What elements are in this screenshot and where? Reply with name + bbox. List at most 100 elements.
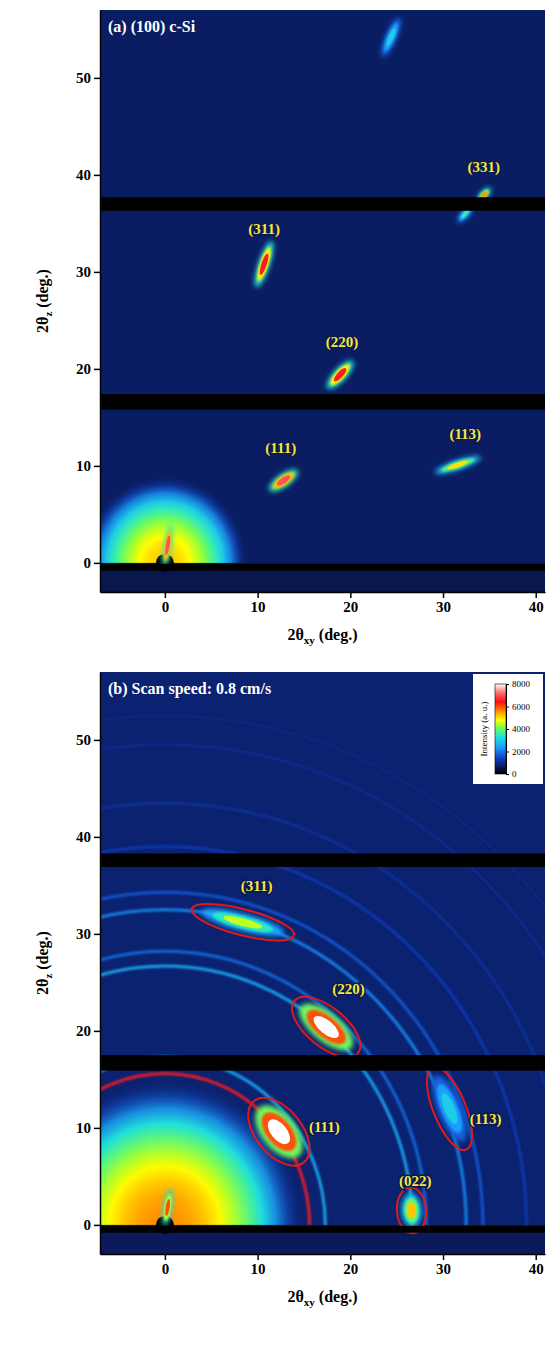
detector-gap	[100, 394, 545, 410]
peak-spot	[446, 459, 469, 471]
tick-mark	[443, 1254, 445, 1260]
tick-label: 20	[343, 599, 358, 615]
tick-label: 30	[76, 264, 91, 280]
peak-label: (220)	[332, 981, 365, 998]
colorbar-tick-label: 0	[512, 769, 517, 779]
panel: (311)(220)(111)(113)(022)(b) Scan speed:…	[0, 672, 558, 1358]
tick: 0	[162, 1254, 170, 1277]
peak-label: (113)	[470, 1111, 502, 1128]
ring	[100, 1057, 325, 1254]
tick-mark	[257, 592, 259, 598]
tick-mark	[443, 592, 445, 598]
tick-label: 20	[76, 361, 91, 377]
tick: 20	[343, 592, 358, 615]
tick-mark	[165, 592, 167, 598]
colorbar-tick: 8000	[506, 679, 531, 689]
peak-spot	[403, 1197, 419, 1223]
tick-mark	[94, 740, 100, 742]
peak-spot	[211, 908, 275, 936]
tick: 40	[529, 592, 544, 615]
tick-label: 30	[436, 1261, 451, 1277]
tick-label: 50	[76, 732, 91, 748]
tick: 40	[76, 829, 100, 845]
ring	[100, 892, 483, 1254]
peak-spot	[440, 456, 476, 474]
x-axis: 010203040	[101, 1254, 546, 1277]
peak-spot	[301, 1004, 351, 1051]
tick: 30	[436, 592, 451, 615]
tick: 10	[76, 1120, 100, 1136]
peak-spot	[266, 465, 301, 495]
peak-label: (111)	[265, 440, 296, 457]
colorbar-tick-label: 8000	[512, 679, 531, 689]
peak	[377, 15, 404, 59]
peak-labels: (311)(220)(111)(113)(022)	[241, 878, 502, 1190]
colorbar-tick: 4000	[506, 724, 531, 734]
tick-mark	[94, 563, 100, 565]
tick-label: 10	[76, 458, 91, 474]
tick: 50	[76, 70, 100, 86]
peak-spot	[432, 1081, 467, 1136]
colorbar: 02000400060008000Intensity (a. u.)	[473, 674, 543, 784]
y-axis: 01020304050	[76, 673, 101, 1255]
peak-spot	[222, 913, 263, 931]
tick-label: 20	[76, 1023, 91, 1039]
panel-title: (a) (100) c-Si	[108, 18, 196, 36]
peak-spot	[246, 1097, 312, 1167]
peak-label: (113)	[449, 426, 481, 443]
colorbar-axis: 02000400060008000	[506, 679, 531, 779]
peak-spot	[292, 995, 361, 1058]
tick: 0	[84, 1217, 101, 1233]
ring	[100, 910, 466, 1254]
tick-label: 40	[529, 1261, 544, 1277]
tick-label: 0	[162, 599, 170, 615]
colorbar-tick-mark	[506, 684, 509, 685]
ring	[100, 847, 526, 1254]
tick: 50	[76, 732, 100, 748]
peak-spot	[162, 529, 173, 561]
tick-mark	[350, 592, 352, 598]
peak	[161, 1189, 175, 1227]
axis-line	[101, 1254, 546, 1256]
tick-mark	[257, 1254, 259, 1260]
peak	[251, 239, 277, 288]
tick-mark	[350, 1254, 352, 1260]
peak-labels: (111)(220)(311)(113)(331)	[248, 159, 500, 457]
peak-spot	[381, 21, 401, 53]
ring	[100, 951, 426, 1254]
tick-label: 0	[84, 1217, 92, 1233]
axis-line	[100, 673, 102, 1255]
peak-label: (220)	[326, 334, 359, 351]
y-axis-title: 2θz (deg.)	[34, 269, 54, 333]
peak-spot	[161, 1189, 175, 1227]
tick: 40	[529, 1254, 544, 1277]
colorbar-bar	[495, 684, 506, 774]
tick-label: 10	[251, 599, 266, 615]
tick: 10	[251, 592, 266, 615]
tick: 40	[76, 167, 100, 183]
peak-spot	[377, 15, 404, 59]
tick: 10	[76, 458, 100, 474]
peak-spot	[164, 535, 171, 555]
tick: 20	[76, 1023, 100, 1039]
tick-label: 10	[76, 1120, 91, 1136]
tick-mark	[94, 466, 100, 468]
peak-spot	[162, 1194, 172, 1222]
peak-spot	[255, 1106, 303, 1157]
colorbar-tick-label: 6000	[512, 702, 531, 712]
peak-spot	[264, 1115, 295, 1148]
tick-mark	[94, 934, 100, 936]
colorbar-box	[473, 674, 543, 784]
peak-spot	[385, 27, 398, 47]
peak	[188, 897, 297, 948]
tick-label: 40	[529, 599, 544, 615]
peak-highlight	[188, 897, 297, 948]
ring	[100, 966, 412, 1254]
peak	[433, 453, 482, 478]
tick-mark	[94, 1128, 100, 1130]
tick-label: 50	[76, 70, 91, 86]
tick-label: 0	[162, 1261, 170, 1277]
tick-label: 10	[251, 1261, 266, 1277]
colorbar-tick-mark	[506, 752, 509, 753]
tick-mark	[94, 175, 100, 177]
